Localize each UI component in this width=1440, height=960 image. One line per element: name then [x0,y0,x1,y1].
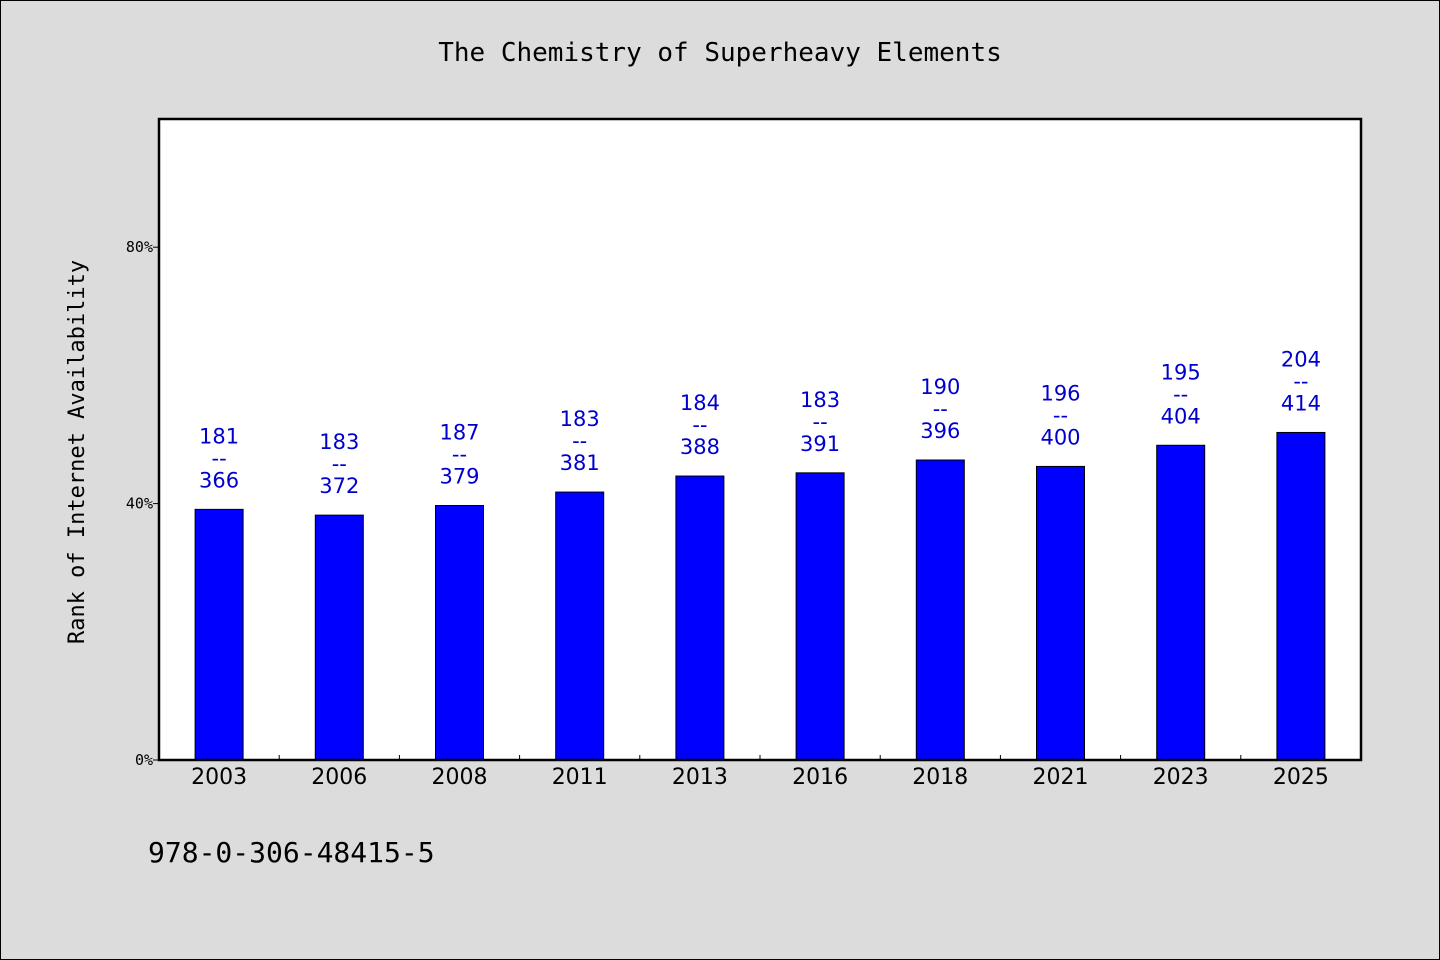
bar-data-label: 379 [439,465,479,489]
y-axis: 0% 40% 80% [126,238,159,769]
bar-data-label: 187 [439,421,479,445]
bar-data-label: 195 [1161,360,1201,384]
bar-data-label: -- [1053,403,1068,427]
y-tick-label: 40% [126,495,153,513]
bar-2006 [314,514,364,761]
bar-data-label: -- [212,446,227,470]
bar-data-label: 400 [1040,425,1080,449]
bar-data-label: -- [452,443,467,467]
bar-2008 [435,505,484,761]
bar-2023 [1156,444,1206,761]
bar-data-label: 366 [199,468,239,492]
x-tick-label: 2021 [1033,765,1089,790]
bar-2016 [795,472,845,761]
bar-data-label: 196 [1040,381,1080,405]
y-tick-label: 0% [135,751,153,769]
y-axis-label: Rank of Internet Availability [65,260,90,644]
chart-title: The Chemistry of Superheavy Elements [438,38,1002,68]
bar-2003 [194,508,244,761]
x-tick-label: 2011 [552,765,608,790]
bar-data-label: -- [332,452,347,476]
footer-isbn: 978-0-306-48415-5 [148,836,435,869]
bar-2011 [555,491,605,761]
x-tick-label: 2023 [1153,765,1209,790]
x-tick-label: 2025 [1273,765,1329,790]
bar-data-label: 183 [560,407,600,431]
bar-data-label: -- [572,429,587,453]
bar-data-label: 181 [199,424,239,448]
x-tick-label: 2008 [432,765,488,790]
bars-group [194,431,1326,761]
bar-2013 [675,475,725,761]
bar-data-label: 388 [680,435,720,459]
y-tick-label: 80% [126,238,153,256]
bar-data-label: -- [813,410,828,434]
bar-data-label: 381 [560,451,600,475]
x-tick-label: 2013 [672,765,728,790]
bar-data-label: -- [1173,382,1188,406]
bar-data-label: 184 [680,391,720,415]
x-axis: 2003 2006 2008 2011 2013 2016 2018 2021 2023 2025 [191,755,1329,790]
x-tick-label: 2016 [792,765,848,790]
bar-data-label: 404 [1161,404,1201,428]
x-tick-label: 2006 [311,765,367,790]
bar-data-label: 372 [319,474,359,498]
bar-2018 [915,459,965,761]
bar-data-label: 396 [920,419,960,443]
bar-labels-group: 181--366183--372187--379183--381184--388… [199,347,1321,498]
bar-2025 [1276,431,1326,761]
bar-data-label: -- [1293,369,1308,393]
bar-data-label: -- [692,413,707,437]
bar-data-label: 183 [319,430,359,454]
bar-2021 [1036,465,1085,761]
bar-data-label: 414 [1281,391,1321,415]
bar-data-label: 391 [800,432,840,456]
x-tick-label: 2018 [912,765,968,790]
x-tick-label: 2003 [191,765,247,790]
bar-data-label: 183 [800,388,840,412]
bar-data-label: 204 [1281,347,1321,371]
bar-data-label: -- [933,397,948,421]
bar-data-label: 190 [920,375,960,399]
